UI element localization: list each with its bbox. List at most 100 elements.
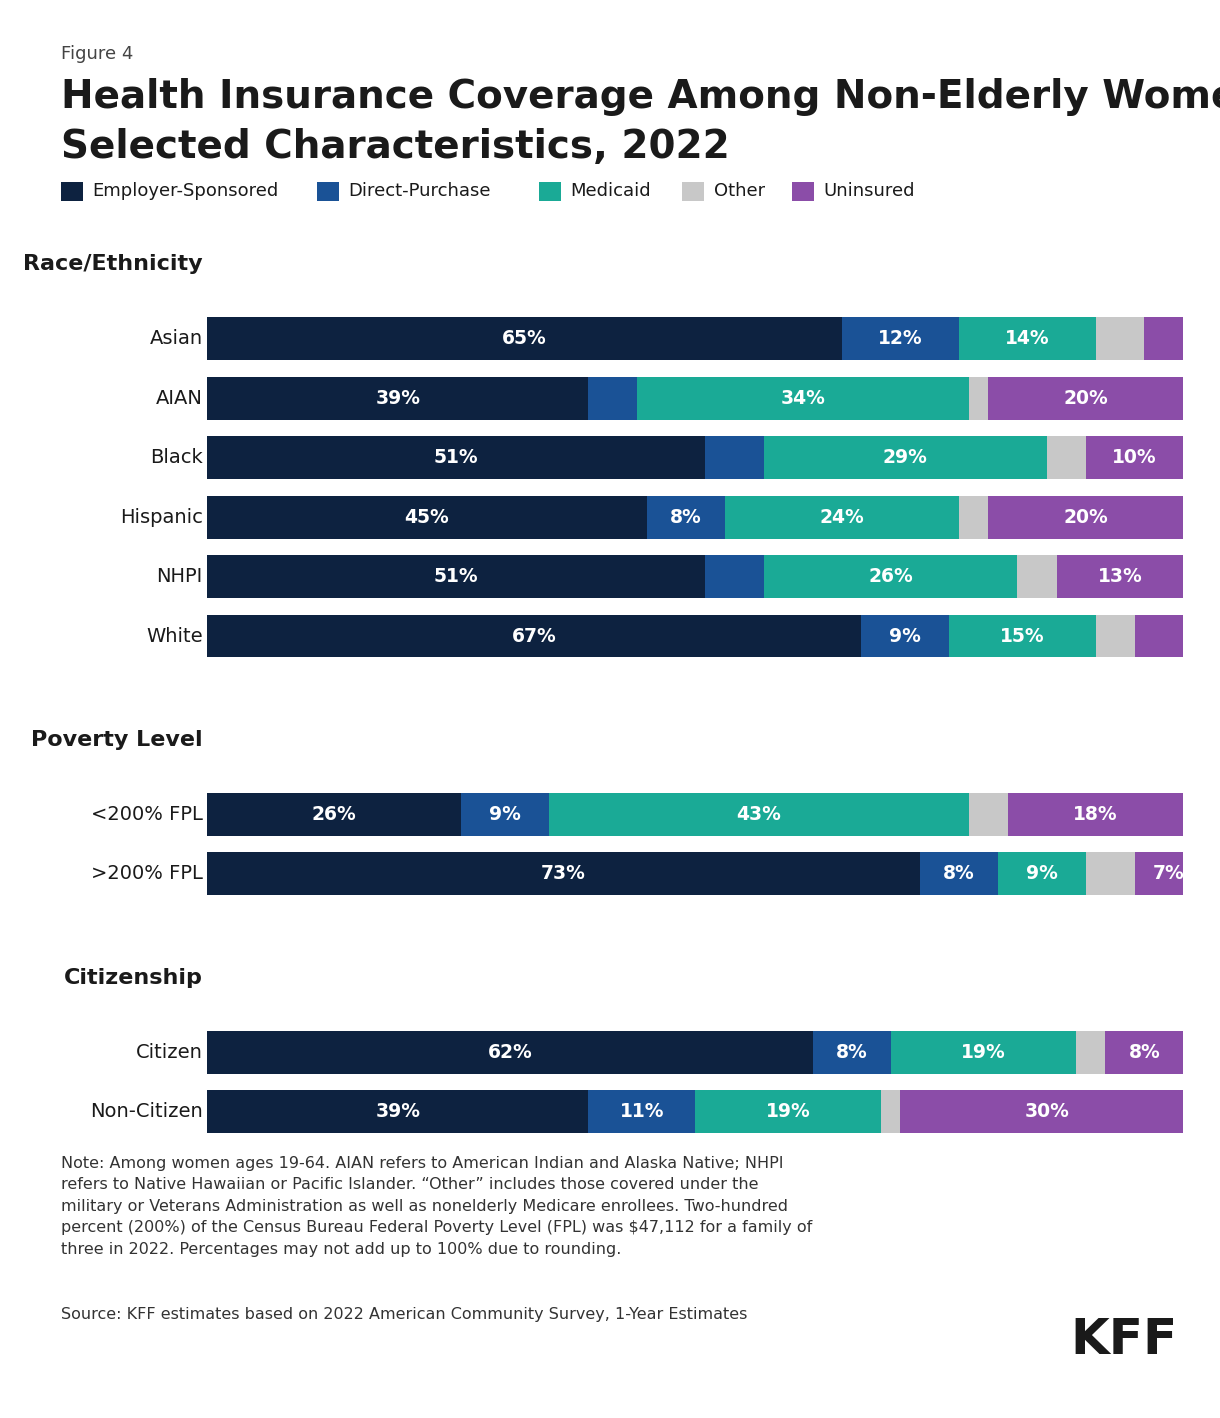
Bar bbox=[1144, 318, 1183, 360]
Bar bbox=[588, 1090, 695, 1133]
Text: 62%: 62% bbox=[488, 1042, 532, 1062]
Bar bbox=[959, 318, 1096, 360]
Text: Black: Black bbox=[150, 448, 203, 467]
Text: Selected Characteristics, 2022: Selected Characteristics, 2022 bbox=[61, 128, 730, 166]
Bar bbox=[695, 1090, 881, 1133]
Text: 67%: 67% bbox=[512, 627, 556, 645]
Bar bbox=[920, 852, 998, 895]
Text: 26%: 26% bbox=[869, 567, 913, 586]
Bar bbox=[207, 437, 705, 479]
Bar bbox=[207, 496, 647, 539]
Text: 12%: 12% bbox=[878, 329, 922, 349]
Text: 51%: 51% bbox=[434, 567, 478, 586]
Text: 20%: 20% bbox=[1064, 389, 1108, 408]
Text: Poverty Level: Poverty Level bbox=[30, 730, 203, 750]
Text: 8%: 8% bbox=[943, 865, 975, 883]
Text: Asian: Asian bbox=[149, 329, 203, 349]
Bar bbox=[861, 614, 949, 658]
Text: 10%: 10% bbox=[1113, 448, 1157, 467]
Text: White: White bbox=[146, 627, 203, 645]
Bar bbox=[813, 1031, 891, 1073]
Text: Source: KFF estimates based on 2022 American Community Survey, 1-Year Estimates: Source: KFF estimates based on 2022 Amer… bbox=[61, 1307, 748, 1323]
Text: >200% FPL: >200% FPL bbox=[90, 865, 203, 883]
Bar bbox=[207, 1031, 813, 1073]
Bar bbox=[1086, 437, 1183, 479]
Bar bbox=[647, 496, 725, 539]
Text: Uninsured: Uninsured bbox=[824, 183, 915, 200]
Text: Figure 4: Figure 4 bbox=[61, 45, 133, 64]
Text: 8%: 8% bbox=[1128, 1042, 1160, 1062]
Bar bbox=[949, 614, 1096, 658]
Bar bbox=[1105, 1031, 1183, 1073]
Text: 19%: 19% bbox=[961, 1042, 1005, 1062]
Bar bbox=[1057, 556, 1183, 598]
Text: 29%: 29% bbox=[883, 448, 927, 467]
Text: 45%: 45% bbox=[405, 508, 449, 526]
Text: Non-Citizen: Non-Citizen bbox=[90, 1102, 203, 1122]
Bar bbox=[705, 556, 764, 598]
Text: Direct-Purchase: Direct-Purchase bbox=[349, 183, 490, 200]
Text: NHPI: NHPI bbox=[156, 567, 203, 586]
Bar bbox=[764, 437, 1047, 479]
Bar bbox=[207, 556, 705, 598]
Text: Note: Among women ages 19-64. AIAN refers to American Indian and Alaska Native; : Note: Among women ages 19-64. AIAN refer… bbox=[61, 1156, 813, 1258]
Text: 9%: 9% bbox=[489, 805, 521, 824]
Text: 73%: 73% bbox=[542, 865, 586, 883]
Text: 13%: 13% bbox=[1098, 567, 1142, 586]
Text: Health Insurance Coverage Among Non-Elderly Women by: Health Insurance Coverage Among Non-Elde… bbox=[61, 78, 1220, 116]
Bar bbox=[1017, 556, 1057, 598]
Bar bbox=[207, 793, 461, 835]
Text: Employer-Sponsored: Employer-Sponsored bbox=[93, 183, 279, 200]
Text: Hispanic: Hispanic bbox=[120, 508, 203, 526]
Bar bbox=[207, 1090, 588, 1133]
Bar bbox=[959, 496, 988, 539]
Bar bbox=[705, 437, 764, 479]
Text: Medicaid: Medicaid bbox=[571, 183, 651, 200]
Text: 18%: 18% bbox=[1074, 805, 1118, 824]
Bar bbox=[588, 377, 637, 420]
Bar bbox=[969, 377, 988, 420]
Bar bbox=[998, 852, 1086, 895]
Bar bbox=[1086, 852, 1135, 895]
Text: 34%: 34% bbox=[781, 389, 825, 408]
Bar bbox=[891, 1031, 1076, 1073]
Bar bbox=[1047, 437, 1086, 479]
Bar bbox=[842, 318, 959, 360]
Text: 11%: 11% bbox=[620, 1102, 664, 1122]
Bar bbox=[637, 377, 969, 420]
Bar bbox=[969, 793, 1008, 835]
Text: Citizenship: Citizenship bbox=[63, 968, 203, 988]
Bar bbox=[207, 318, 842, 360]
Bar bbox=[988, 377, 1183, 420]
Bar bbox=[207, 852, 920, 895]
Text: Citizen: Citizen bbox=[135, 1042, 203, 1062]
Text: Other: Other bbox=[714, 183, 765, 200]
Text: 9%: 9% bbox=[1026, 865, 1058, 883]
Text: <200% FPL: <200% FPL bbox=[90, 805, 203, 824]
Text: 24%: 24% bbox=[820, 508, 864, 526]
Text: 26%: 26% bbox=[312, 805, 356, 824]
Text: 14%: 14% bbox=[1005, 329, 1049, 349]
Bar bbox=[207, 377, 588, 420]
Bar bbox=[1076, 1031, 1105, 1073]
Bar bbox=[1008, 793, 1183, 835]
Bar bbox=[900, 1090, 1193, 1133]
Bar bbox=[725, 496, 959, 539]
Text: 9%: 9% bbox=[889, 627, 921, 645]
Bar bbox=[764, 556, 1017, 598]
Text: 19%: 19% bbox=[766, 1102, 810, 1122]
Text: KFF: KFF bbox=[1070, 1316, 1177, 1364]
Text: 43%: 43% bbox=[737, 805, 781, 824]
Text: 39%: 39% bbox=[376, 389, 420, 408]
Text: AIAN: AIAN bbox=[156, 389, 203, 408]
Text: Race/Ethnicity: Race/Ethnicity bbox=[23, 254, 203, 275]
Text: 65%: 65% bbox=[503, 329, 547, 349]
Bar bbox=[1135, 852, 1203, 895]
Bar bbox=[881, 1090, 900, 1133]
Text: 15%: 15% bbox=[1000, 627, 1044, 645]
Bar bbox=[207, 614, 861, 658]
Text: 51%: 51% bbox=[434, 448, 478, 467]
Text: 30%: 30% bbox=[1025, 1102, 1069, 1122]
Text: 39%: 39% bbox=[376, 1102, 420, 1122]
Text: 8%: 8% bbox=[836, 1042, 867, 1062]
